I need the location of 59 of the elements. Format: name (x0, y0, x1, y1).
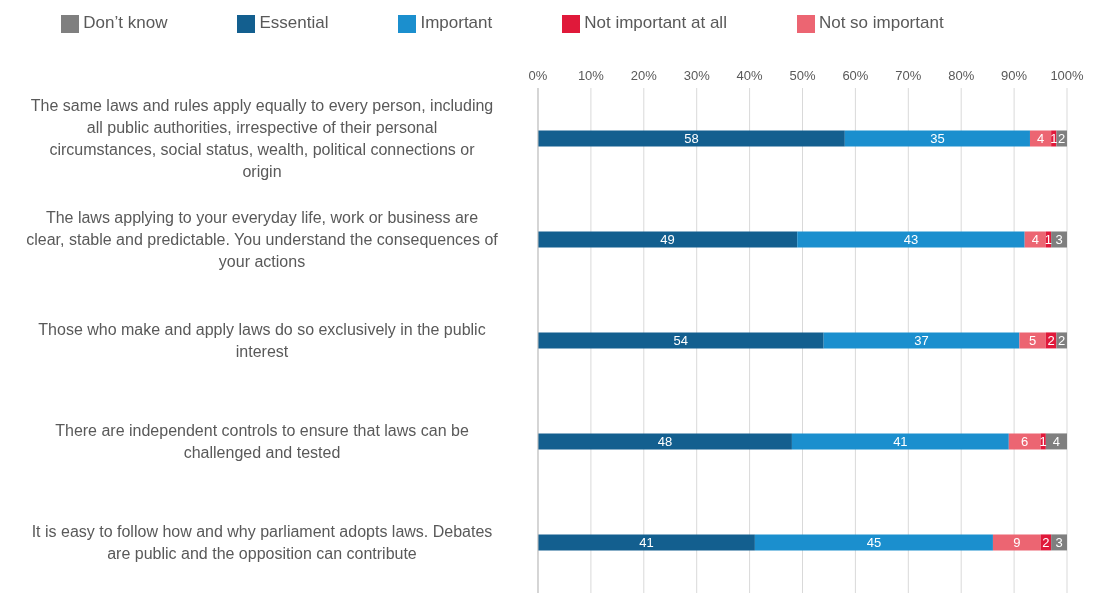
data-label: 9 (1013, 535, 1021, 551)
bar (791, 433, 1009, 450)
bar (844, 130, 1030, 147)
x-tick-label: 60% (842, 68, 869, 83)
data-label: 3 (1055, 535, 1063, 551)
data-label: 2 (1058, 333, 1066, 349)
data-label: 43 (903, 232, 919, 248)
y-tick-label: The laws applying to your everyday life, work or business are clear, stable and predictable. You understand the consequences of your actions (26, 209, 499, 271)
data-label: 37 (914, 333, 929, 349)
data-label: 54 (673, 333, 689, 349)
data-label: 6 (1021, 434, 1029, 450)
data-label: 41 (893, 434, 908, 450)
bar (538, 130, 845, 147)
x-tick-label: 30% (683, 68, 711, 83)
x-tick-label: 40% (736, 68, 764, 83)
data-label: 1 (1044, 232, 1053, 248)
x-tick-label: 0% (528, 68, 548, 83)
data-label: 2 (1042, 535, 1050, 551)
y-tick-label: There are independent controls to ensure that laws can be challenged and tested (55, 422, 469, 462)
legend-label: Not so important (818, 13, 944, 32)
bar (538, 231, 798, 248)
data-label: 4 (1031, 232, 1039, 248)
data-label: 48 (657, 434, 673, 450)
x-tick-label: 20% (630, 68, 658, 83)
data-label: 3 (1055, 232, 1063, 248)
legend-label: Important (420, 13, 493, 32)
legend-label: Not important at all (584, 13, 727, 32)
data-label: 1 (1050, 131, 1058, 147)
data-label: 45 (866, 535, 882, 551)
legend-label: Don’t know (83, 13, 168, 32)
y-tick-label: Those who make and apply laws do so exclusively in the public interest (38, 321, 486, 361)
y-tick-label: The same laws and rules apply equally to every person, including all public authorities, irrespective of their personal circumstances, social status, wealth, political connections or origin (30, 97, 494, 181)
data-label: 49 (660, 232, 675, 248)
bar (992, 534, 1041, 551)
x-tick-label: 10% (577, 68, 605, 83)
legend-label: Essential (259, 13, 329, 32)
data-label: 41 (639, 535, 654, 551)
data-label: 1 (1039, 434, 1047, 450)
x-tick-label: 90% (1001, 68, 1028, 83)
bar (538, 534, 755, 551)
data-label: 58 (684, 131, 699, 147)
data-label: 4 (1052, 434, 1061, 450)
x-tick-label: 100% (1050, 68, 1085, 83)
x-tick-label: 50% (789, 68, 816, 83)
bar (538, 332, 824, 349)
x-tick-label: 80% (948, 68, 975, 83)
bar (754, 534, 993, 551)
data-label: 2 (1047, 333, 1055, 349)
data-label: 4 (1036, 131, 1045, 147)
bar (1008, 433, 1041, 450)
bar (1019, 332, 1046, 349)
y-tick-label: It is easy to follow how and why parliament adopts laws. Debates are public and the opposition can contribute (31, 523, 493, 563)
x-tick-label: 70% (895, 68, 922, 83)
bar (538, 433, 792, 450)
data-label: 35 (930, 131, 945, 147)
data-label: 5 (1029, 333, 1037, 349)
bar (823, 332, 1020, 349)
data-label: 2 (1058, 131, 1066, 147)
bar (797, 231, 1025, 248)
